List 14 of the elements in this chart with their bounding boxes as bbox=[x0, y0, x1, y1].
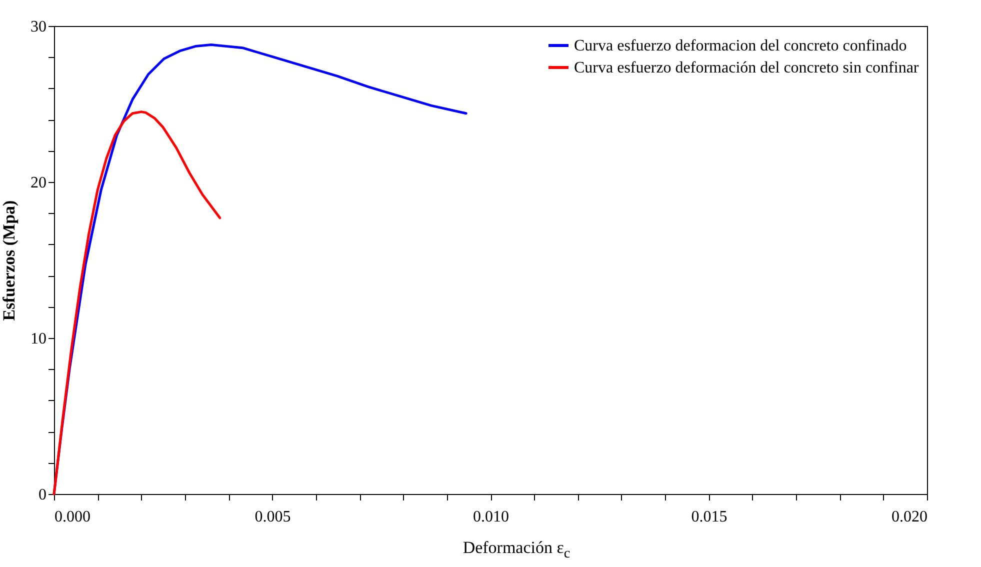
y-axis-title: Esfuerzos (Mpa) bbox=[0, 200, 18, 321]
y-tick-label: 10 bbox=[30, 330, 46, 348]
x-tick-label: 0.015 bbox=[691, 508, 728, 526]
legend-label: Curva esfuerzo deformacion del concreto confinado bbox=[574, 38, 907, 54]
line-series bbox=[52, 110, 222, 496]
x-tick-label: 0.020 bbox=[892, 508, 928, 526]
x-tick-label: 0.010 bbox=[473, 508, 509, 526]
y-tick-label: 20 bbox=[30, 174, 46, 192]
y-tick-label: 0 bbox=[38, 486, 46, 504]
legend-label: Curva esfuerzo deformación del concreto sin confinar bbox=[574, 60, 920, 76]
y-tick-label: 30 bbox=[30, 18, 46, 36]
x-tick-label: 0.000 bbox=[54, 508, 90, 526]
x-tick-label: 0.005 bbox=[254, 508, 291, 526]
x-axis-title: Deformación ε$_{c}$ bbox=[462, 538, 572, 562]
